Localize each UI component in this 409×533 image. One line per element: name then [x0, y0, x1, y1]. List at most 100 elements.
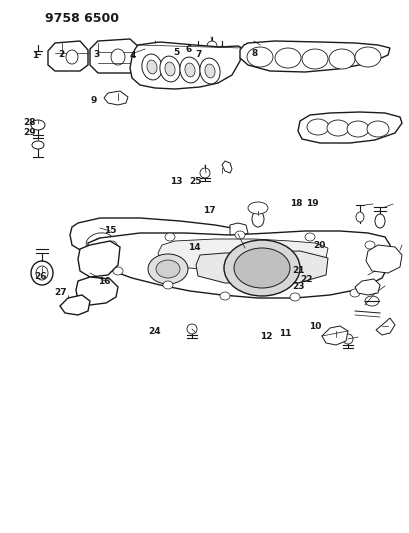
Text: 19: 19	[306, 199, 318, 208]
Ellipse shape	[223, 240, 299, 296]
Text: 17: 17	[202, 206, 215, 215]
Polygon shape	[321, 326, 347, 345]
Ellipse shape	[187, 324, 196, 334]
Ellipse shape	[36, 266, 48, 280]
Text: 22: 22	[300, 275, 312, 284]
Ellipse shape	[164, 62, 175, 76]
Polygon shape	[297, 112, 401, 143]
Polygon shape	[130, 42, 241, 89]
Polygon shape	[88, 231, 389, 298]
Ellipse shape	[86, 233, 114, 253]
Text: 26: 26	[34, 272, 46, 280]
Ellipse shape	[211, 243, 225, 253]
Ellipse shape	[184, 63, 195, 77]
Ellipse shape	[163, 281, 173, 289]
Text: 9: 9	[90, 96, 97, 104]
Ellipse shape	[342, 334, 352, 344]
Polygon shape	[221, 161, 231, 173]
Ellipse shape	[107, 241, 117, 249]
Ellipse shape	[155, 260, 180, 278]
Ellipse shape	[246, 47, 272, 67]
Ellipse shape	[111, 49, 125, 65]
Ellipse shape	[364, 241, 374, 249]
Text: 24: 24	[148, 327, 161, 336]
Ellipse shape	[32, 141, 44, 149]
Ellipse shape	[374, 214, 384, 228]
Ellipse shape	[354, 47, 380, 67]
Ellipse shape	[349, 289, 359, 297]
Ellipse shape	[364, 296, 378, 306]
Ellipse shape	[193, 46, 202, 54]
Ellipse shape	[355, 212, 363, 222]
Ellipse shape	[252, 211, 263, 227]
Ellipse shape	[142, 54, 162, 80]
Ellipse shape	[234, 248, 289, 288]
Ellipse shape	[200, 58, 220, 84]
Polygon shape	[60, 295, 90, 315]
Text: 6: 6	[185, 45, 191, 53]
Ellipse shape	[66, 50, 78, 64]
Ellipse shape	[204, 238, 231, 258]
Ellipse shape	[164, 233, 175, 241]
Text: 16: 16	[98, 277, 110, 286]
Polygon shape	[157, 239, 327, 271]
Polygon shape	[239, 41, 389, 72]
Text: 27: 27	[54, 288, 67, 296]
Polygon shape	[229, 223, 247, 237]
Ellipse shape	[328, 49, 354, 69]
Polygon shape	[48, 41, 88, 71]
Text: 10: 10	[308, 322, 320, 330]
Ellipse shape	[113, 267, 123, 275]
Text: 11: 11	[278, 329, 290, 337]
Text: 23: 23	[292, 282, 304, 291]
Ellipse shape	[204, 64, 215, 78]
Ellipse shape	[234, 231, 245, 239]
Text: 13: 13	[170, 177, 182, 185]
Polygon shape	[104, 91, 128, 105]
Ellipse shape	[151, 242, 164, 252]
Ellipse shape	[174, 238, 201, 258]
Ellipse shape	[160, 56, 180, 82]
Ellipse shape	[301, 49, 327, 69]
Ellipse shape	[114, 235, 142, 255]
Text: 4: 4	[130, 52, 136, 60]
Ellipse shape	[31, 261, 53, 285]
Text: 7: 7	[195, 51, 202, 59]
Ellipse shape	[218, 46, 225, 54]
Ellipse shape	[148, 254, 188, 284]
Text: 5: 5	[173, 48, 179, 56]
Ellipse shape	[144, 237, 171, 257]
Ellipse shape	[150, 54, 160, 64]
Ellipse shape	[207, 41, 216, 51]
Text: 9758 6500: 9758 6500	[45, 12, 119, 25]
Ellipse shape	[121, 240, 135, 250]
Ellipse shape	[220, 292, 229, 300]
Ellipse shape	[306, 119, 328, 135]
Text: 3: 3	[93, 51, 99, 59]
Text: 20: 20	[312, 241, 324, 249]
Ellipse shape	[346, 121, 368, 137]
Ellipse shape	[181, 243, 194, 253]
Text: 14: 14	[188, 244, 200, 252]
Ellipse shape	[247, 202, 267, 214]
Text: 15: 15	[103, 226, 116, 235]
Text: 8: 8	[250, 49, 257, 58]
Ellipse shape	[366, 121, 388, 137]
Ellipse shape	[326, 120, 348, 136]
Text: 21: 21	[292, 266, 304, 275]
Ellipse shape	[146, 60, 157, 74]
Text: 29: 29	[23, 128, 36, 136]
Ellipse shape	[200, 168, 209, 178]
Polygon shape	[354, 279, 379, 295]
Polygon shape	[375, 318, 394, 335]
Ellipse shape	[304, 233, 314, 241]
Text: 12: 12	[260, 333, 272, 341]
Ellipse shape	[93, 238, 107, 248]
Ellipse shape	[274, 48, 300, 68]
Ellipse shape	[180, 57, 200, 83]
Ellipse shape	[91, 251, 101, 259]
Ellipse shape	[376, 261, 386, 269]
Text: 1: 1	[31, 52, 38, 60]
Polygon shape	[365, 245, 401, 273]
Polygon shape	[196, 251, 327, 283]
